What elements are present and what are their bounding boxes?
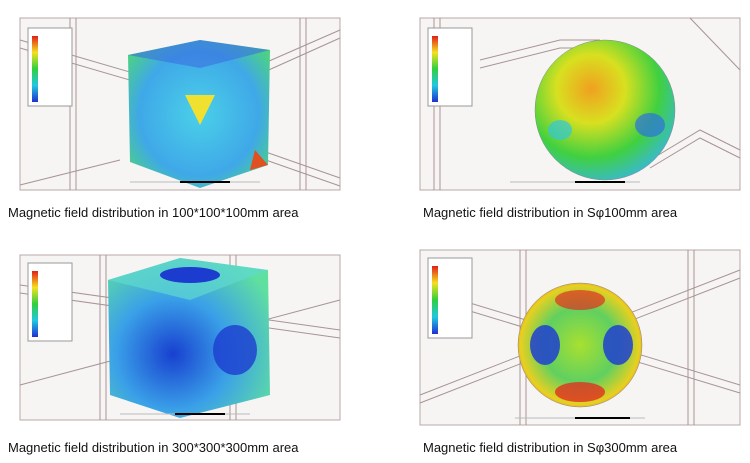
caption: Magnetic field distribution in Sφ100mm a…	[423, 205, 678, 220]
render-shape	[432, 266, 438, 334]
render-shape	[530, 325, 560, 365]
frame-beam	[433, 17, 741, 190]
caption: Magnetic field distribution in 100*100*1…	[8, 205, 299, 220]
render-shape	[603, 325, 633, 365]
panel-cube-300	[19, 254, 341, 421]
render-shape	[160, 267, 220, 283]
panel-sphere-100	[419, 17, 741, 191]
render-shape	[250, 150, 268, 170]
render-shape	[548, 120, 572, 140]
caption: Magnetic field distribution in Sφ300mm a…	[423, 440, 678, 455]
render-shape	[128, 40, 270, 68]
render-shape	[635, 113, 665, 137]
render-shape	[185, 95, 215, 125]
render-shape	[108, 258, 270, 418]
render-shape	[213, 325, 257, 375]
panel-sphere-300	[419, 249, 741, 426]
render-shape	[534, 39, 676, 181]
panel-cube-100	[19, 17, 341, 191]
render-shape	[32, 36, 38, 102]
render-shape	[555, 382, 605, 402]
render-shape	[517, 282, 643, 408]
render-shape	[555, 290, 605, 310]
render-shape	[432, 36, 438, 102]
caption: Magnetic field distribution in 300*300*3…	[8, 440, 299, 455]
render-shape	[32, 271, 38, 337]
